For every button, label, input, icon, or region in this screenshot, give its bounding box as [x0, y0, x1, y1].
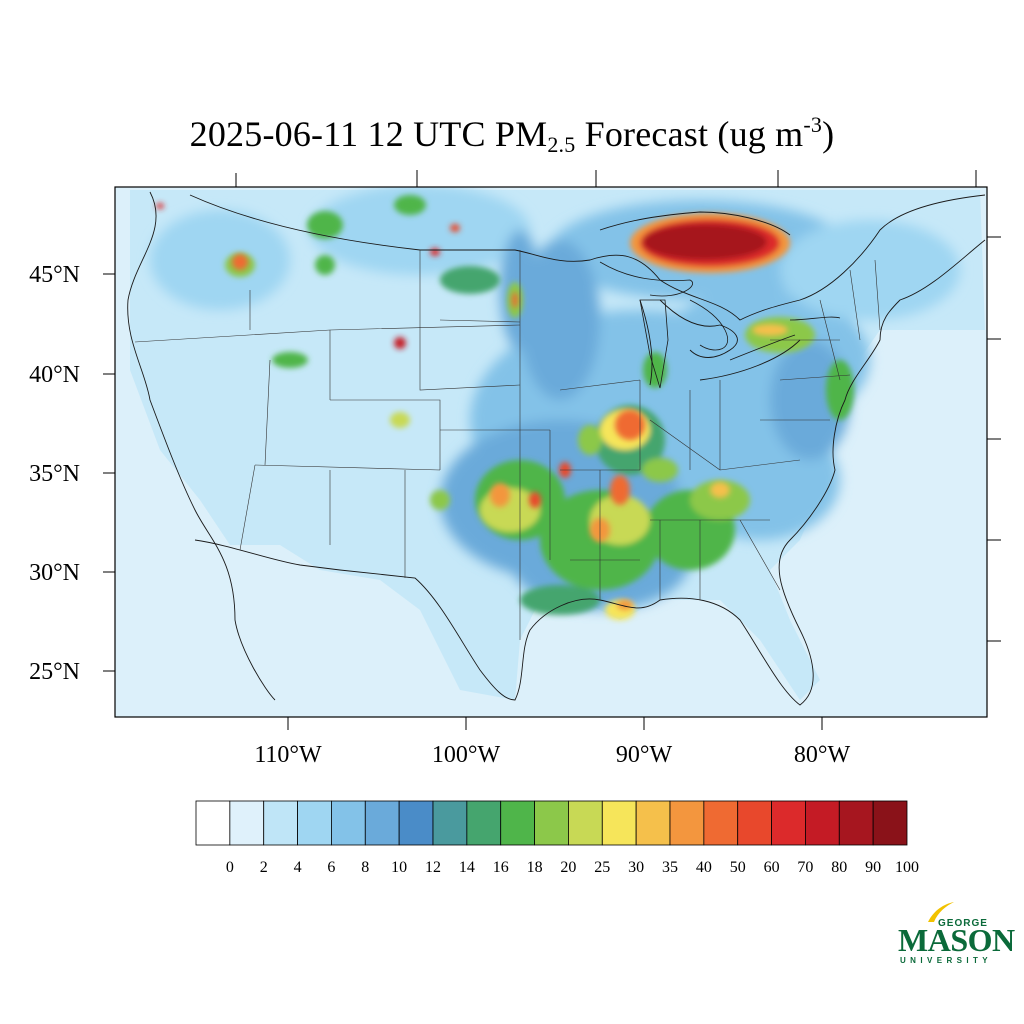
colorbar-labels: 0 2 4 6 8 10 12 14 16 18 20 25 30 35 40 50 60 70 80 90 100 [226, 859, 919, 876]
lon-label-110w: 110°W [254, 742, 322, 768]
colorbar-box [331, 800, 366, 846]
colorbar-tick-label: 12 [425, 859, 441, 876]
colorbar-boxes [195, 800, 908, 846]
colorbar-box [297, 800, 332, 846]
colorbar-tick-label: 4 [294, 859, 302, 876]
map-field [115, 187, 987, 717]
lat-label-30: 30°N [29, 560, 80, 586]
colorbar-tick-label: 16 [493, 859, 509, 876]
gmu-logo: GEORGE MASON UNIVERSITY [898, 900, 1015, 970]
lon-label-100w: 100°W [432, 742, 501, 768]
country-boundaries [127, 191, 986, 706]
great-lakes [599, 261, 841, 389]
colorbar-tick-label: 60 [764, 859, 780, 876]
colorbar-tick-label: 70 [797, 859, 813, 876]
colorbar-tick-label: 20 [560, 859, 576, 876]
colorbar-tick-label: 100 [895, 859, 919, 876]
colorbar-box [703, 800, 739, 846]
lon-label-90w: 90°W [616, 742, 673, 768]
colorbar-box [432, 800, 468, 846]
logo-swoosh-icon [928, 902, 954, 922]
colorbar-tick-label: 10 [391, 859, 407, 876]
colorbar-box [398, 800, 434, 846]
colorbar-tick-label: 18 [527, 859, 543, 876]
colorbar-box [263, 800, 298, 846]
lat-label-25: 25°N [29, 659, 80, 685]
logo-line3: UNIVERSITY [900, 956, 993, 965]
colorbar-tick-label: 50 [730, 859, 746, 876]
colorbar-box [805, 800, 840, 846]
colorbar-box [229, 800, 265, 846]
colorbar-tick-label: 80 [831, 859, 847, 876]
colorbar-box [195, 800, 231, 846]
colorbar-tick-label: 6 [327, 859, 335, 876]
colorbar-tick-label: 14 [459, 859, 475, 876]
logo-line1: GEORGE [938, 918, 988, 929]
colorbar-box [872, 800, 908, 846]
colorbar-box [601, 800, 637, 846]
lat-label-45: 45°N [29, 262, 80, 288]
lon-label-80w: 80°W [794, 742, 851, 768]
colorbar-tick-label: 8 [361, 859, 369, 876]
colorbar-box [568, 800, 603, 846]
colorbar-box [669, 800, 705, 846]
colorbar-tick-label: 90 [865, 859, 881, 876]
pm-high-hotspots [156, 203, 790, 610]
colorbar-box [466, 800, 502, 846]
colorbar-box [635, 800, 671, 846]
colorbar-box [838, 800, 874, 846]
colorbar-box [364, 800, 400, 846]
lat-label-35: 35°N [29, 461, 80, 487]
colorbar-tick-label: 30 [628, 859, 644, 876]
logo-line2: MASON [898, 922, 1015, 958]
colorbar-tick-label: 25 [594, 859, 610, 876]
colorbar-box [500, 800, 535, 846]
colorbar-tick-label: 2 [260, 859, 268, 876]
colorbar-tick-label: 0 [226, 859, 234, 876]
colorbar-box [737, 800, 772, 846]
state-boundaries [134, 250, 881, 640]
colorbar-tick-label: 35 [662, 859, 678, 876]
map-frame [114, 186, 988, 718]
colorbar-box [771, 800, 806, 846]
axis-ticks [103, 170, 1001, 730]
lat-label-40: 40°N [29, 362, 80, 388]
map-title: 2025-06-11 12 UTC PM2.5 Forecast (ug m-3… [189, 112, 835, 157]
colorbar-box [534, 800, 569, 846]
colorbar-tick-label: 40 [696, 859, 712, 876]
